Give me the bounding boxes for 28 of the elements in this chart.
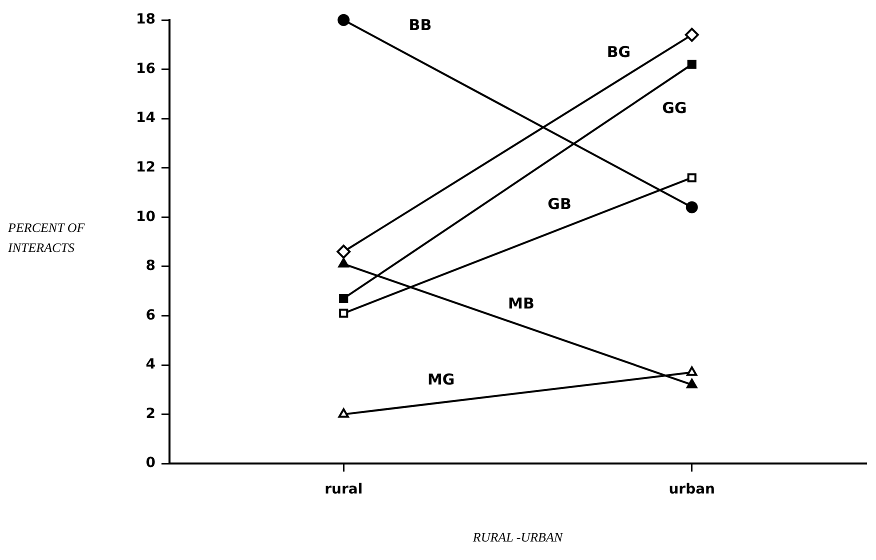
y-tick-label: 10 bbox=[136, 208, 156, 225]
x-axis-title: RURAL -URBAN bbox=[472, 530, 564, 545]
y-tick-label: 12 bbox=[136, 160, 156, 176]
y-tick-label: 4 bbox=[146, 356, 156, 373]
y-tick-label: 8 bbox=[146, 258, 156, 274]
y-tick-label: 2 bbox=[146, 406, 156, 422]
series-label: BG bbox=[606, 43, 631, 62]
point bbox=[684, 28, 699, 42]
series-label: GG bbox=[662, 98, 687, 117]
point bbox=[336, 244, 351, 259]
y-tick-label: 16 bbox=[136, 60, 156, 77]
y-axis-title: PERCENT OF INTERACTS bbox=[8, 219, 86, 257]
point bbox=[687, 60, 696, 69]
y-tick-label: 6 bbox=[146, 307, 156, 324]
y-tick-label: 14 bbox=[136, 110, 156, 126]
point bbox=[687, 173, 696, 182]
point bbox=[339, 308, 348, 318]
x-tick-label: rural bbox=[324, 482, 363, 498]
point bbox=[339, 294, 348, 304]
point bbox=[686, 201, 698, 214]
series-label: MB bbox=[508, 294, 534, 312]
series-label: BB bbox=[408, 16, 432, 34]
x-tick-label: urban bbox=[668, 482, 716, 498]
y-tick-label: 0 bbox=[146, 455, 156, 472]
series-label: GB bbox=[548, 195, 572, 214]
y-tick-label: 18 bbox=[136, 12, 156, 28]
point bbox=[338, 14, 350, 26]
series-label: MG bbox=[428, 370, 455, 388]
